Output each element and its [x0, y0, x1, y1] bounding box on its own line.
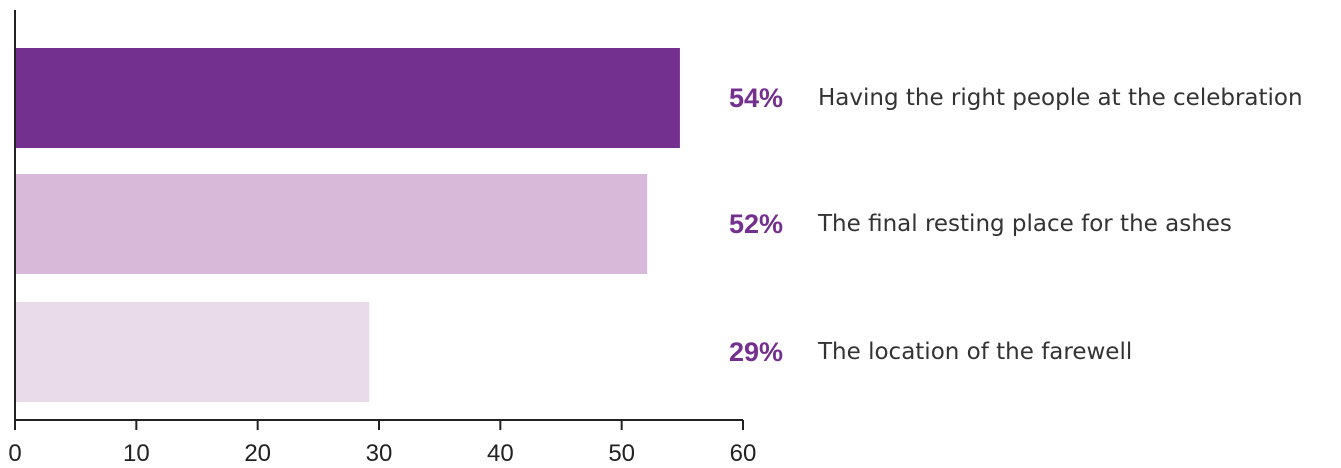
- category-label: Having the right people at the celebrati…: [818, 85, 1303, 111]
- x-tick-label: 10: [123, 440, 150, 467]
- bar-value-label: 52%: [729, 209, 783, 239]
- category-label: The location of the farewell: [817, 339, 1132, 365]
- x-tick-label: 0: [8, 440, 21, 467]
- bars-layer: [16, 48, 680, 402]
- bar-3: [16, 302, 370, 402]
- bar-1: [16, 48, 680, 148]
- x-tick-label: 50: [608, 440, 635, 467]
- labels-layer: 54% Having the right people at the celebr…: [729, 83, 1303, 367]
- bar-2: [16, 174, 648, 274]
- x-tick-label: 20: [244, 440, 271, 467]
- x-tick-label: 30: [366, 440, 393, 467]
- axis-layer: 0 10 20 30 40 50 60: [8, 10, 756, 467]
- bar-value-label: 54%: [729, 83, 783, 113]
- bar-value-label: 29%: [729, 337, 783, 367]
- category-label: The final resting place for the ashes: [817, 211, 1232, 237]
- x-tick-label: 60: [730, 440, 757, 467]
- x-tick-label: 40: [487, 440, 514, 467]
